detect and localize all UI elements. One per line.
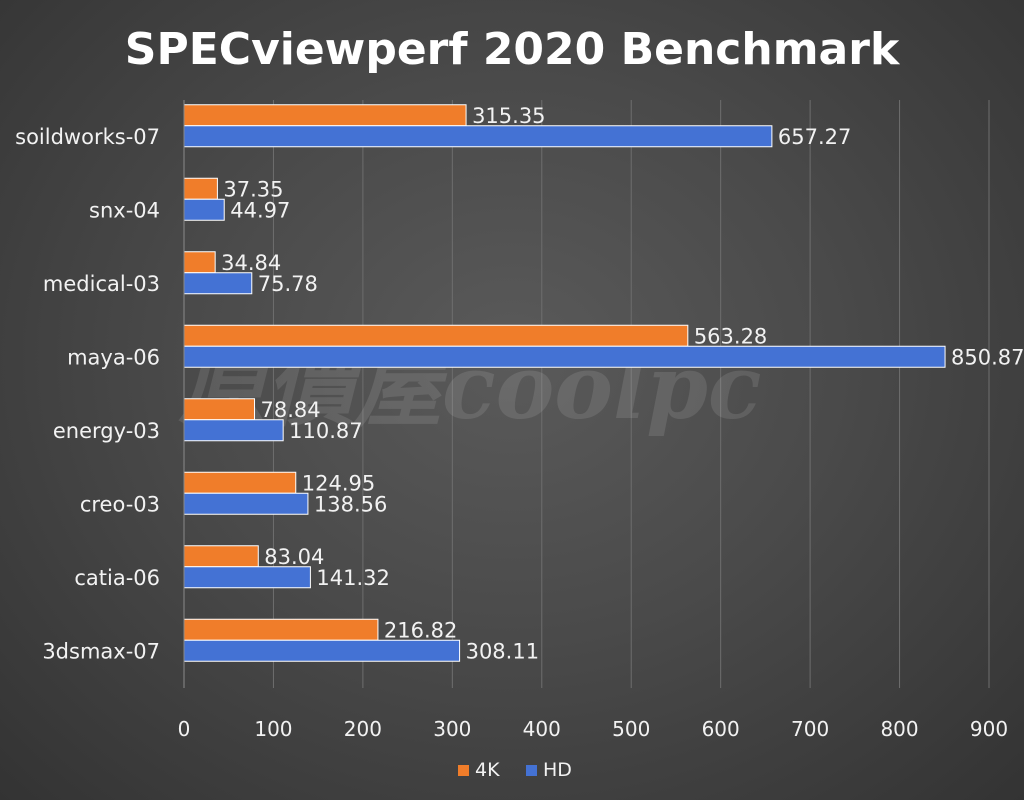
- data-label: 563.28: [694, 324, 767, 348]
- data-label: 110.87: [289, 419, 362, 443]
- x-tick-label: 500: [612, 717, 650, 741]
- data-label: 141.32: [316, 566, 389, 590]
- category-label: 3dsmax-07: [42, 639, 160, 663]
- legend: 4K HD: [458, 759, 572, 781]
- bar-hd: [183, 419, 284, 442]
- bar-hd: [183, 345, 946, 368]
- legend-swatch-hd: [526, 765, 537, 776]
- chart-title: SPECviewperf 2020 Benchmark: [125, 24, 901, 75]
- bar-hd: [183, 198, 225, 221]
- category-label: creo-03: [80, 492, 160, 516]
- bar-4k: [183, 324, 689, 347]
- bar-hd: [183, 492, 309, 515]
- x-tick-label: 900: [970, 717, 1008, 741]
- category-label: soildworks-07: [15, 125, 160, 149]
- legend-swatch-4k: [458, 765, 469, 776]
- data-label: 657.27: [778, 125, 851, 149]
- data-label: 315.35: [472, 104, 545, 128]
- bar-4k: [183, 398, 256, 421]
- data-label: 216.82: [384, 618, 457, 642]
- data-label: 124.95: [302, 471, 375, 495]
- x-tick-label: 0: [178, 717, 191, 741]
- labels: 0 100 200 300 400 500 600 700 800 900 soildworks-0…: [15, 104, 1024, 741]
- category-label: energy-03: [53, 419, 160, 443]
- data-label: 34.84: [221, 251, 281, 275]
- category-label: catia-06: [74, 566, 160, 590]
- category-label: maya-06: [67, 345, 160, 369]
- data-label: 75.78: [258, 272, 318, 296]
- bar-4k: [183, 618, 379, 641]
- x-tick-label: 400: [523, 717, 561, 741]
- bar-4k: [183, 251, 216, 274]
- bar-hd: [183, 639, 461, 662]
- category-label: snx-04: [89, 198, 160, 222]
- bar-4k: [183, 471, 297, 494]
- x-tick-label: 700: [791, 717, 829, 741]
- data-label: 78.84: [261, 398, 321, 422]
- data-label: 850.87: [951, 345, 1024, 369]
- bar-4k: [183, 104, 467, 127]
- x-tick-label: 200: [344, 717, 382, 741]
- legend-label-hd: HD: [543, 759, 572, 781]
- x-tick-label: 300: [433, 717, 471, 741]
- data-label: 83.04: [264, 545, 324, 569]
- bar-hd: [183, 272, 253, 295]
- data-label: 138.56: [314, 492, 387, 516]
- bar-4k: [183, 177, 218, 200]
- bar-hd: [183, 125, 773, 148]
- x-tick-label: 100: [254, 717, 292, 741]
- x-tick-label: 600: [702, 717, 740, 741]
- bar-4k: [183, 545, 259, 568]
- data-label: 44.97: [230, 198, 290, 222]
- category-label: medical-03: [43, 272, 160, 296]
- bar-hd: [183, 566, 311, 589]
- grid-lines: [272, 100, 990, 688]
- legend-label-4k: 4K: [475, 759, 500, 781]
- x-tick-label: 800: [880, 717, 918, 741]
- data-label: 308.11: [466, 639, 539, 663]
- data-label: 37.35: [223, 177, 283, 201]
